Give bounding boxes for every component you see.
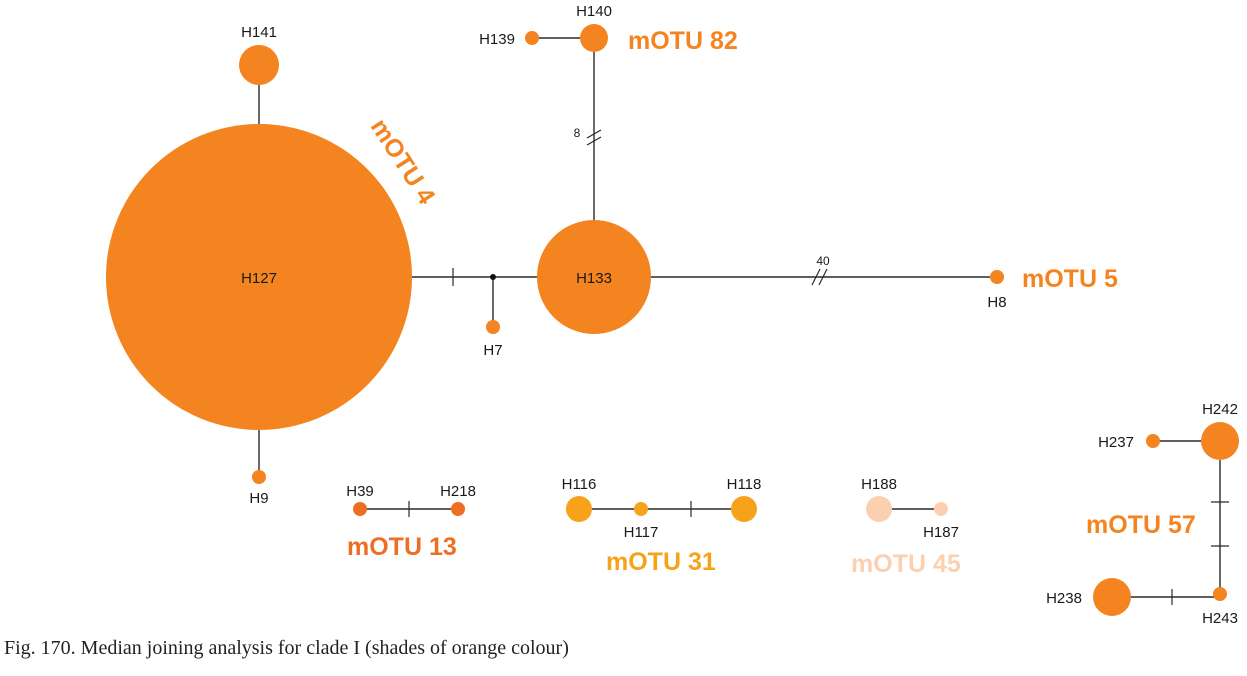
haplotype-node-h117 xyxy=(634,502,648,516)
haplotype-node-h7 xyxy=(486,320,500,334)
network-edges xyxy=(258,37,1221,598)
label-h116: H116 xyxy=(562,476,597,493)
label-h242: H242 xyxy=(1202,401,1238,418)
label-h139: H139 xyxy=(479,31,515,48)
label-h7: H7 xyxy=(483,342,502,359)
haplotype-node-h8 xyxy=(990,270,1004,284)
haplotype-node-h133 xyxy=(537,220,651,334)
label-h140: H140 xyxy=(576,3,612,20)
group-label-motu82: mOTU 82 xyxy=(628,27,738,55)
haplotype-node-h243 xyxy=(1213,587,1227,601)
label-h243: H243 xyxy=(1202,610,1238,627)
mutation-marks xyxy=(408,129,1229,605)
label-h118: H118 xyxy=(727,476,762,493)
group-label-motu31: mOTU 31 xyxy=(606,548,716,576)
label-h9: H9 xyxy=(249,490,268,507)
network-nodes xyxy=(106,24,1239,616)
haplotype-labels: H127 H141 H9 H7 H133 H140 H139 H8 H39 H2… xyxy=(241,3,1238,627)
label-h218: H218 xyxy=(440,483,476,500)
mutation-count-h133-h140: 8 xyxy=(574,126,581,140)
label-h133: H133 xyxy=(576,270,612,287)
group-label-motu45: mOTU 45 xyxy=(851,550,961,578)
label-h39: H39 xyxy=(346,483,374,500)
break-mark xyxy=(811,268,821,286)
break-mark xyxy=(818,268,828,286)
figure-caption: Fig. 170. Median joining analysis for cl… xyxy=(4,637,569,659)
haplotype-node-h39 xyxy=(353,502,367,516)
label-h141: H141 xyxy=(241,24,277,41)
group-label-motu13: mOTU 13 xyxy=(347,533,457,561)
label-h188: H188 xyxy=(861,476,897,493)
group-label-motu57: mOTU 57 xyxy=(1086,511,1196,539)
label-h187: H187 xyxy=(923,524,959,541)
haplotype-node-h141 xyxy=(239,45,279,85)
haplotype-node-h118 xyxy=(731,496,757,522)
median-vector xyxy=(490,274,496,280)
label-h127: H127 xyxy=(241,270,277,287)
mutation-count-h133-h8: 40 xyxy=(816,254,830,268)
haplotype-node-h238 xyxy=(1093,578,1131,616)
haplotype-node-h237 xyxy=(1146,434,1160,448)
haplotype-node-h218 xyxy=(451,502,465,516)
group-label-motu5: mOTU 5 xyxy=(1022,265,1118,293)
haplotype-node-h9 xyxy=(252,470,266,484)
break-mark xyxy=(586,136,602,146)
label-h8: H8 xyxy=(987,294,1006,311)
label-h117: H117 xyxy=(624,524,659,541)
haplotype-node-h188 xyxy=(866,496,892,522)
label-h237: H237 xyxy=(1098,434,1134,451)
haplotype-node-h242 xyxy=(1201,422,1239,460)
break-mark xyxy=(586,129,602,139)
label-h238: H238 xyxy=(1046,590,1082,607)
mutation-count-labels: 8 40 xyxy=(574,126,830,268)
haplotype-node-h140 xyxy=(580,24,608,52)
haplotype-node-h139 xyxy=(525,31,539,45)
haplotype-node-h187 xyxy=(934,502,948,516)
haplotype-node-h127 xyxy=(106,124,412,430)
haplotype-node-h116 xyxy=(566,496,592,522)
